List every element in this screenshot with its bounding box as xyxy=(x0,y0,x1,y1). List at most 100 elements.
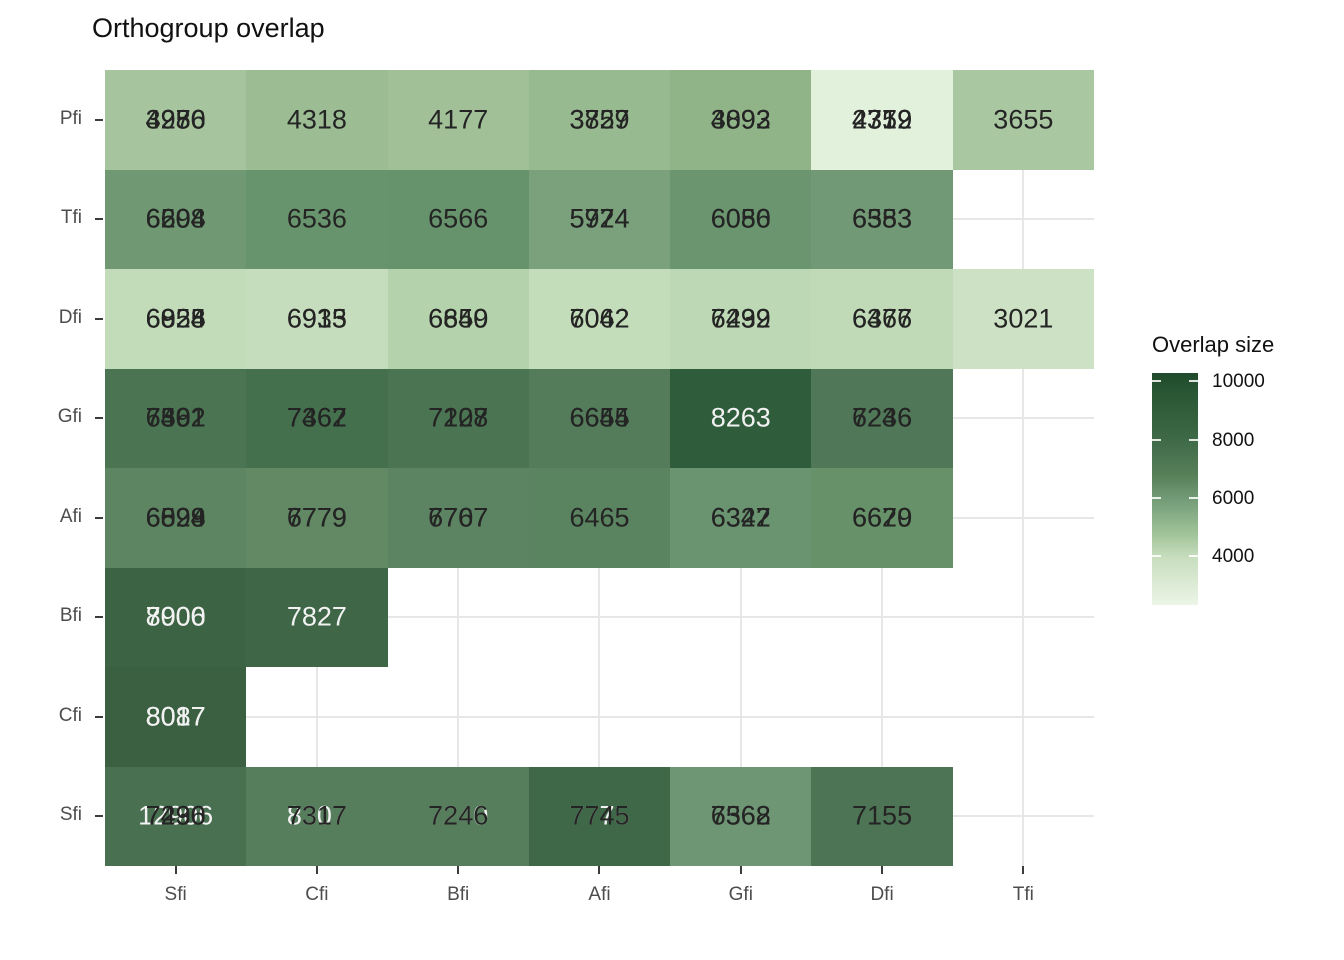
cell-value-label: 6828 xyxy=(145,502,206,533)
heatmap-cell: 4250 3986 4276 xyxy=(105,70,247,170)
heatmap-cell: 6465 xyxy=(528,468,671,568)
heatmap-cell: 7362 7467 xyxy=(246,368,388,468)
x-axis-tick xyxy=(881,866,884,874)
legend-tick-mark xyxy=(1152,439,1161,441)
legend-tick-mark xyxy=(1152,555,1161,557)
cell-value-label: 6779 xyxy=(286,502,347,533)
heatmap-cell: 8087 8017 xyxy=(105,667,247,767)
cell-value-label: 7906 xyxy=(145,601,206,632)
horizontal-gridline xyxy=(105,715,1094,718)
heatmap-cell: 7775 7745 xyxy=(528,766,671,866)
cell-value-label: 7362 xyxy=(286,402,347,433)
heatmap-cell: 6779 7779 xyxy=(246,468,388,568)
heatmap-cell: 3655 xyxy=(952,70,1094,170)
x-axis-label: Bfi xyxy=(447,884,470,905)
heatmap-cell: 3021 xyxy=(952,269,1094,369)
y-axis-tick xyxy=(95,516,103,519)
chart-title: Orthogroup overlap xyxy=(92,13,325,43)
y-axis-label: Sfi xyxy=(59,804,82,826)
x-axis-label: Tfi xyxy=(1012,884,1034,905)
cell-value-label: 6353 xyxy=(852,203,913,234)
x-axis-label: Gfi xyxy=(728,884,753,905)
legend-tick-label: 6000 xyxy=(1212,488,1255,509)
cell-value-label: 7745 xyxy=(569,800,630,831)
heatmap-cell: 4379 2352 4719 xyxy=(811,70,953,170)
x-axis-tick xyxy=(457,866,460,874)
cell-value-label: 8017 xyxy=(145,701,206,732)
cell-value-label: 4250 xyxy=(145,104,206,135)
cell-value-label: 7317 xyxy=(286,800,347,831)
x-axis-label: Afi xyxy=(588,884,611,905)
heatmap-cell: 8307 7317 xyxy=(246,766,388,866)
x-axis-tick xyxy=(739,866,742,874)
cell-value-label: 6566 xyxy=(428,203,489,234)
cell-value-label: 4177 xyxy=(428,104,489,135)
legend-title: Overlap size xyxy=(1152,332,1275,357)
cell-value-label: 8307 xyxy=(286,800,347,831)
y-axis-label: Gfi xyxy=(57,406,82,428)
cell-value-label: 6322 xyxy=(710,502,771,533)
cell-value-label: 7775 xyxy=(569,800,630,831)
cell-value-label: 3757 xyxy=(569,104,630,135)
legend-tick-mark xyxy=(1189,497,1198,499)
heatmap-cell: 8000 7906 xyxy=(105,567,247,667)
cell-value-label: 6080 xyxy=(710,203,771,234)
cell-value-label: 6465 xyxy=(569,502,630,533)
horizontal-gridline xyxy=(105,616,1094,619)
cell-value-label: 6849 xyxy=(428,303,489,334)
y-axis-label: Afi xyxy=(59,505,82,527)
cell-value-label: 6670 xyxy=(852,502,913,533)
heatmap-cell: 4177 xyxy=(387,70,529,170)
heatmap-cell: 6935 6913 xyxy=(246,269,388,369)
cell-value-label: 7246 xyxy=(852,402,913,433)
cell-value-label: 6377 xyxy=(852,303,913,334)
heatmap-cell: 6925 6828 6054 xyxy=(105,269,247,369)
heatmap-cell: 4092 3893 xyxy=(670,70,812,170)
heatmap-cell: 6568 7362 xyxy=(670,766,812,866)
y-axis-label: Tfi xyxy=(60,207,82,229)
legend-gradient-bar xyxy=(1152,373,1198,605)
cell-value-label: 7436 xyxy=(145,800,206,831)
heatmap-cell: 6322 6347 xyxy=(670,468,812,568)
cell-value-label: 6062 xyxy=(569,303,630,334)
cell-value-label: 6655 xyxy=(569,402,630,433)
legend-tick-mark xyxy=(1189,380,1198,382)
cell-value-label: 7042 xyxy=(569,303,630,334)
heatmap-cell: 6655 6644 xyxy=(528,368,671,468)
heatmap-cell: 6353 6583 xyxy=(811,169,953,269)
x-axis-tick xyxy=(598,866,601,874)
cell-value-label: 3986 xyxy=(145,104,206,135)
cell-value-label: 6347 xyxy=(710,502,771,533)
cell-value-label: 6402 xyxy=(145,402,206,433)
heatmap-cell: 3829 3757 xyxy=(528,70,671,170)
heatmap-cell: 12906 7290 7436 xyxy=(105,766,247,866)
y-axis-label: Cfi xyxy=(58,704,82,726)
cell-value-label: 7432 xyxy=(710,303,771,334)
cell-value-label: 8000 xyxy=(145,601,206,632)
cell-value-label: 7246 xyxy=(428,800,489,831)
heatmap-cell: 7562 7391 6402 xyxy=(105,368,247,468)
cell-value-label: 3655 xyxy=(993,104,1054,135)
cell-value-label: 7290 xyxy=(145,800,206,831)
x-axis-tick xyxy=(174,866,177,874)
cell-value-label: 7391 xyxy=(145,402,206,433)
cell-value-label: 3893 xyxy=(710,104,771,135)
vertical-gridline xyxy=(1022,70,1025,866)
x-axis-tick xyxy=(1022,866,1025,874)
legend-tick-mark xyxy=(1189,439,1198,441)
cell-value-label: 6707 xyxy=(428,502,489,533)
cell-value-label: 6650 xyxy=(428,303,489,334)
cell-value-label: 6299 xyxy=(710,303,771,334)
y-axis-tick xyxy=(95,317,103,320)
cell-value-label: 6913 xyxy=(286,303,347,334)
y-axis-tick xyxy=(95,616,103,619)
legend-tick-mark xyxy=(1189,555,1198,557)
legend-tick-label: 4000 xyxy=(1212,546,1255,567)
cell-value-label: 7155 xyxy=(852,800,913,831)
heatmap-cell: 6566 xyxy=(387,169,529,269)
x-axis-label: Cfi xyxy=(305,884,329,905)
y-axis-tick xyxy=(95,417,103,420)
heatmap-cell: 6062 7042 xyxy=(528,269,671,369)
heatmap-cell: 6629 6670 xyxy=(811,468,953,568)
